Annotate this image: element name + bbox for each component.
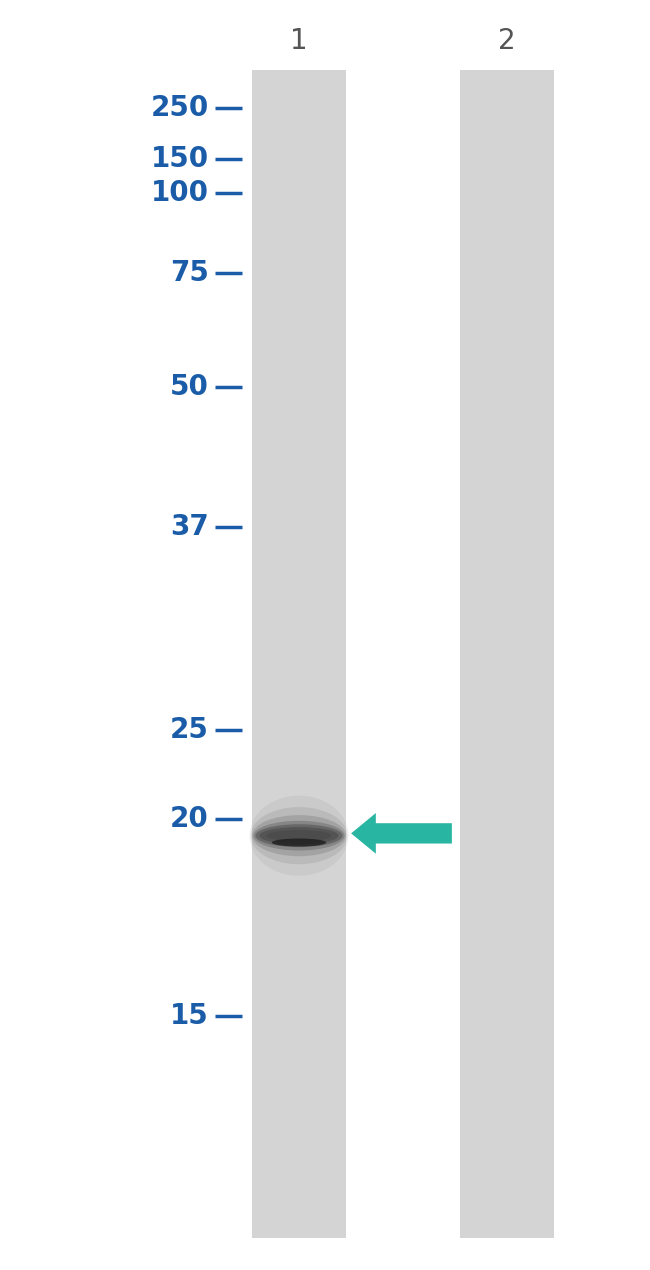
FancyArrow shape (351, 813, 452, 853)
Text: 15: 15 (170, 1002, 209, 1030)
Text: 250: 250 (151, 94, 209, 122)
Text: 25: 25 (170, 716, 209, 744)
Ellipse shape (254, 820, 344, 851)
Text: 50: 50 (170, 373, 209, 401)
Text: 2: 2 (498, 27, 516, 55)
Ellipse shape (250, 808, 348, 865)
Ellipse shape (255, 824, 343, 847)
Text: 100: 100 (151, 179, 209, 207)
Ellipse shape (267, 831, 331, 842)
Text: 37: 37 (170, 513, 209, 541)
Text: 20: 20 (170, 805, 209, 833)
Bar (460, 70, 554, 1238)
Text: 150: 150 (151, 145, 209, 173)
Ellipse shape (259, 827, 339, 845)
Text: 1: 1 (290, 27, 308, 55)
Ellipse shape (272, 838, 326, 847)
Ellipse shape (250, 795, 348, 876)
Text: 75: 75 (170, 259, 209, 287)
Bar (252, 70, 346, 1238)
Ellipse shape (252, 815, 346, 856)
